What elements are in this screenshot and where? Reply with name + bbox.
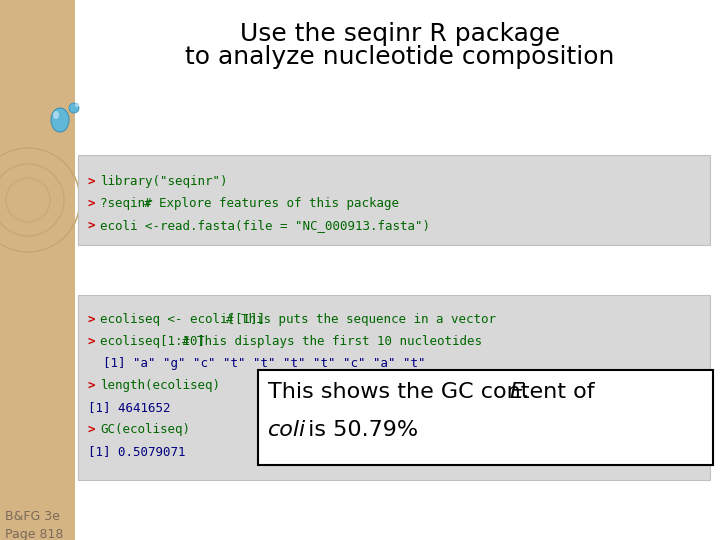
Text: GC(ecoliseq): GC(ecoliseq) bbox=[100, 423, 190, 436]
Text: [1] 0.5079071: [1] 0.5079071 bbox=[88, 445, 186, 458]
Text: coli: coli bbox=[268, 420, 306, 440]
Text: >: > bbox=[88, 379, 103, 392]
Bar bbox=[78, 295, 710, 480]
Text: This shows the GC content of: This shows the GC content of bbox=[268, 382, 602, 402]
Ellipse shape bbox=[53, 111, 59, 119]
Text: length(ecoliseq): length(ecoliseq) bbox=[100, 379, 220, 392]
Bar bbox=[0, 0, 75, 540]
Text: Use the seqinr R package: Use the seqinr R package bbox=[240, 22, 560, 46]
Text: >: > bbox=[88, 335, 103, 348]
Text: [1] 4641652: [1] 4641652 bbox=[88, 401, 171, 414]
Text: E.: E. bbox=[509, 382, 531, 402]
Text: ecoliseq[1:10]: ecoliseq[1:10] bbox=[100, 335, 212, 348]
Circle shape bbox=[69, 103, 79, 113]
Text: >: > bbox=[88, 197, 103, 210]
Ellipse shape bbox=[51, 108, 69, 132]
Text: >: > bbox=[88, 175, 103, 188]
Text: # Explore features of this package: # Explore features of this package bbox=[144, 197, 399, 210]
Text: is 50.79%: is 50.79% bbox=[301, 420, 418, 440]
Text: [1] "a" "g" "c" "t" "t" "t" "t" "c" "a" "t": [1] "a" "g" "c" "t" "t" "t" "t" "c" "a" … bbox=[88, 357, 426, 370]
Text: to analyze nucleotide composition: to analyze nucleotide composition bbox=[185, 45, 615, 69]
Bar bbox=[78, 155, 710, 245]
Text: >: > bbox=[88, 219, 103, 232]
Text: >: > bbox=[88, 313, 103, 326]
Bar bbox=[258, 370, 713, 465]
Text: ecoli <-read.fasta(file = "NC_000913.fasta"): ecoli <-read.fasta(file = "NC_000913.fas… bbox=[100, 219, 430, 232]
Text: >: > bbox=[88, 423, 103, 436]
Text: # This puts the sequence in a vector: # This puts the sequence in a vector bbox=[227, 313, 497, 326]
Text: ?seqinr: ?seqinr bbox=[100, 197, 160, 210]
Text: # This displays the first 10 nucleotides: # This displays the first 10 nucleotides bbox=[182, 335, 482, 348]
Text: ecoliseq <- ecoli[[1]]: ecoliseq <- ecoli[[1]] bbox=[100, 313, 272, 326]
Circle shape bbox=[75, 103, 79, 107]
Text: B&FG 3e
Page 818: B&FG 3e Page 818 bbox=[5, 510, 63, 540]
Text: library("seqinr"): library("seqinr") bbox=[100, 175, 228, 188]
